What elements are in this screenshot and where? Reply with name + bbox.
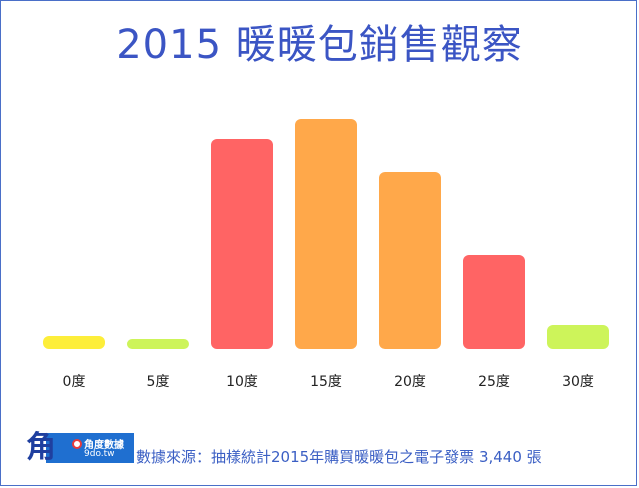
bar-25度 (463, 255, 525, 349)
source-note: 數據來源：抽樣統計2015年購買暖暖包之電子發票 3,440 張 (136, 448, 542, 466)
x-tick-label: 25度 (478, 374, 510, 390)
x-tick-label: 10度 (226, 374, 258, 390)
x-tick-label: 15度 (310, 374, 342, 390)
logo-background (46, 433, 134, 463)
bar-20度 (379, 172, 441, 349)
x-tick-label: 20度 (394, 374, 426, 390)
bar-chart: 0度 5度 10度 15度 20度 25度 30度 (43, 119, 609, 390)
bar-15度 (295, 119, 357, 349)
x-tick-label: 0度 (63, 374, 86, 390)
x-tick-label: 30度 (562, 374, 594, 390)
bar-30度 (547, 325, 609, 349)
chart-title: 2015 暖暖包銷售觀察 (116, 22, 523, 68)
bar-10度 (211, 139, 273, 349)
brand-logo: 角 角度數據 9do.tw (26, 430, 134, 472)
bar-0度 (43, 336, 105, 349)
x-tick-label: 5度 (147, 374, 170, 390)
logo-name: 角度數據 (84, 440, 124, 451)
logo-dot-icon (72, 439, 82, 449)
logo-url: 9do.tw (84, 449, 115, 459)
logo-mark: 角 (26, 430, 56, 465)
bar-5度 (127, 339, 189, 349)
